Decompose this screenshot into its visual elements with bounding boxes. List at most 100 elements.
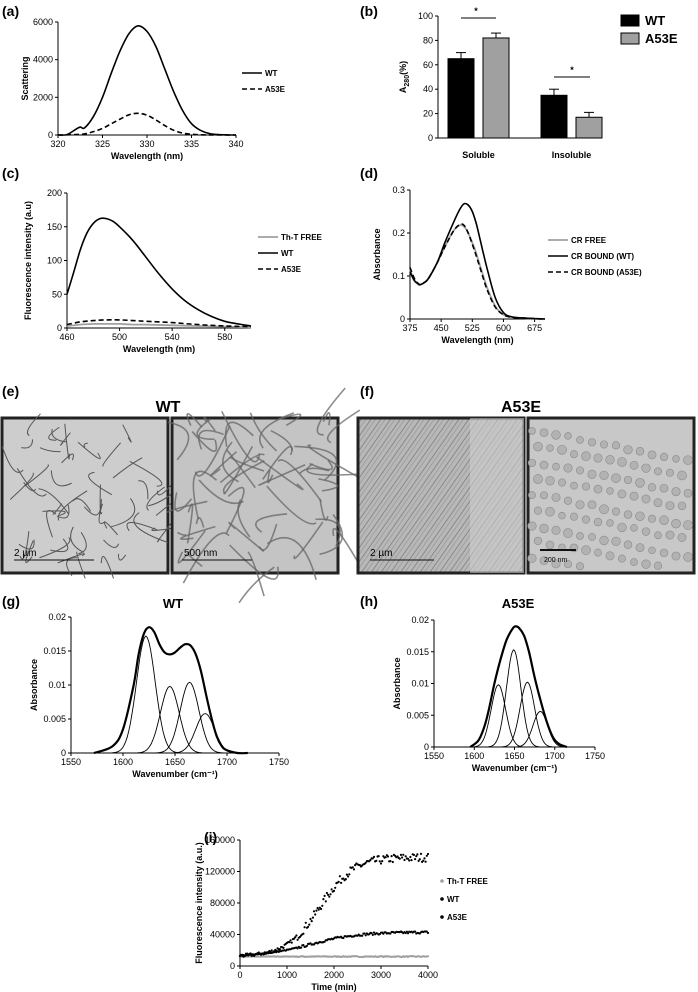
x-tick-label: 0 [237, 970, 242, 980]
x-tick-label: 580 [217, 332, 232, 342]
x-axis-label: Wavelength (nm) [441, 335, 513, 345]
y-tick-label: 160000 [205, 835, 235, 845]
data-point [288, 941, 291, 944]
y-tick-label: 0.005 [406, 710, 429, 720]
data-point [316, 906, 319, 910]
oligomer-bead [599, 504, 609, 515]
fibril [46, 510, 57, 538]
oligomer-bead [611, 473, 621, 483]
data-point [403, 858, 406, 862]
oligomer-bead [623, 540, 633, 550]
data-point [302, 932, 305, 935]
y-tick-label: 0 [428, 133, 433, 143]
data-point [372, 931, 376, 934]
x-tick-label: 1650 [165, 757, 185, 767]
data-point [345, 873, 348, 876]
fibril [237, 499, 251, 538]
fibril [267, 469, 274, 484]
fibril [177, 531, 187, 537]
x-tick-label: 1750 [585, 751, 605, 761]
data-point [323, 940, 326, 943]
panel-letter-h: (h) [360, 593, 378, 609]
legend-label: WT [281, 249, 294, 258]
panel-letter-i: (i) [204, 829, 217, 845]
oligomer-bead [630, 524, 638, 532]
fibril [277, 459, 323, 503]
data-point [375, 859, 378, 862]
oligomer-bead [557, 478, 567, 487]
data-point [309, 917, 312, 921]
micrograph-e-left: 2 µm [0, 413, 183, 579]
oligomer-bead [527, 521, 537, 531]
oligomer-bead [659, 483, 669, 493]
chart-i-kinetics: 0 1000 2000 3000 400004000080000120000160000… [194, 835, 489, 992]
y-tick-label: 120000 [205, 867, 235, 877]
oligomer-bead [677, 470, 687, 481]
oligomer-bead [630, 558, 638, 566]
data-point [405, 930, 408, 933]
y-tick-label: 0.015 [406, 647, 429, 657]
category-label: Soluble [462, 150, 495, 160]
y-tick-label: 50 [52, 289, 62, 299]
data-point [327, 893, 330, 897]
data-point [369, 858, 372, 862]
data-point [414, 858, 417, 861]
x-tick-label: 325 [95, 139, 110, 149]
data-point [412, 853, 415, 857]
fibril [103, 539, 120, 548]
data-point [408, 859, 411, 862]
y-tick-label: 0 [230, 961, 235, 971]
x-tick-label: 2000 [324, 970, 344, 980]
data-point [278, 948, 281, 951]
data-point [406, 857, 410, 860]
fibril [177, 530, 206, 564]
x-tick-label: 1650 [504, 751, 524, 761]
fibril [229, 456, 265, 472]
oligomer-bead [659, 515, 669, 525]
y-axis-label: Absorbance [372, 228, 382, 280]
data-point [298, 935, 301, 939]
component-peak [484, 649, 543, 748]
oligomer-bead [540, 491, 548, 500]
fibril [299, 467, 330, 475]
panel-letter-f: (f) [360, 383, 374, 399]
oligomer-bead [593, 484, 603, 494]
oligomer-bead [618, 554, 626, 563]
data-point [401, 856, 404, 859]
x-tick-label: 600 [496, 323, 511, 333]
component-peak [498, 681, 557, 748]
fibril [228, 521, 265, 553]
oligomer-bead [683, 455, 693, 465]
oligomer-bead [570, 481, 578, 490]
oligomer-bead [654, 467, 662, 476]
oligomer-bead [648, 546, 656, 555]
component-peak [511, 710, 570, 748]
data-point [300, 946, 303, 949]
fibril [322, 412, 331, 426]
x-tick-label: 1750 [269, 757, 289, 767]
x-tick-label: 375 [402, 323, 417, 333]
data-point [348, 873, 351, 876]
fibril [318, 478, 339, 492]
category-label: Insoluble [552, 150, 592, 160]
fibril [133, 512, 169, 544]
fibril [187, 552, 203, 567]
data-point [425, 854, 428, 857]
fibril [102, 442, 121, 467]
fibril [48, 426, 60, 441]
fibril [98, 503, 105, 524]
oligomer-bead [635, 543, 645, 553]
envelope-curve [93, 626, 248, 755]
data-point [324, 900, 327, 903]
data-point [310, 920, 313, 923]
chart-c-tht-fluorescence: 460 500 540 580 0 50 100 150 200 Wavelength (nm) F… [23, 188, 323, 354]
y-tick-label: 0.015 [43, 646, 66, 656]
fibril [57, 490, 88, 521]
data-point [296, 947, 299, 950]
legend-label: WT [645, 13, 665, 28]
x-tick-label: 1550 [61, 757, 81, 767]
y-tick-label: 0.3 [392, 185, 405, 195]
fibril [18, 539, 35, 550]
x-tick-label: 330 [139, 139, 154, 149]
fibril [118, 553, 127, 561]
